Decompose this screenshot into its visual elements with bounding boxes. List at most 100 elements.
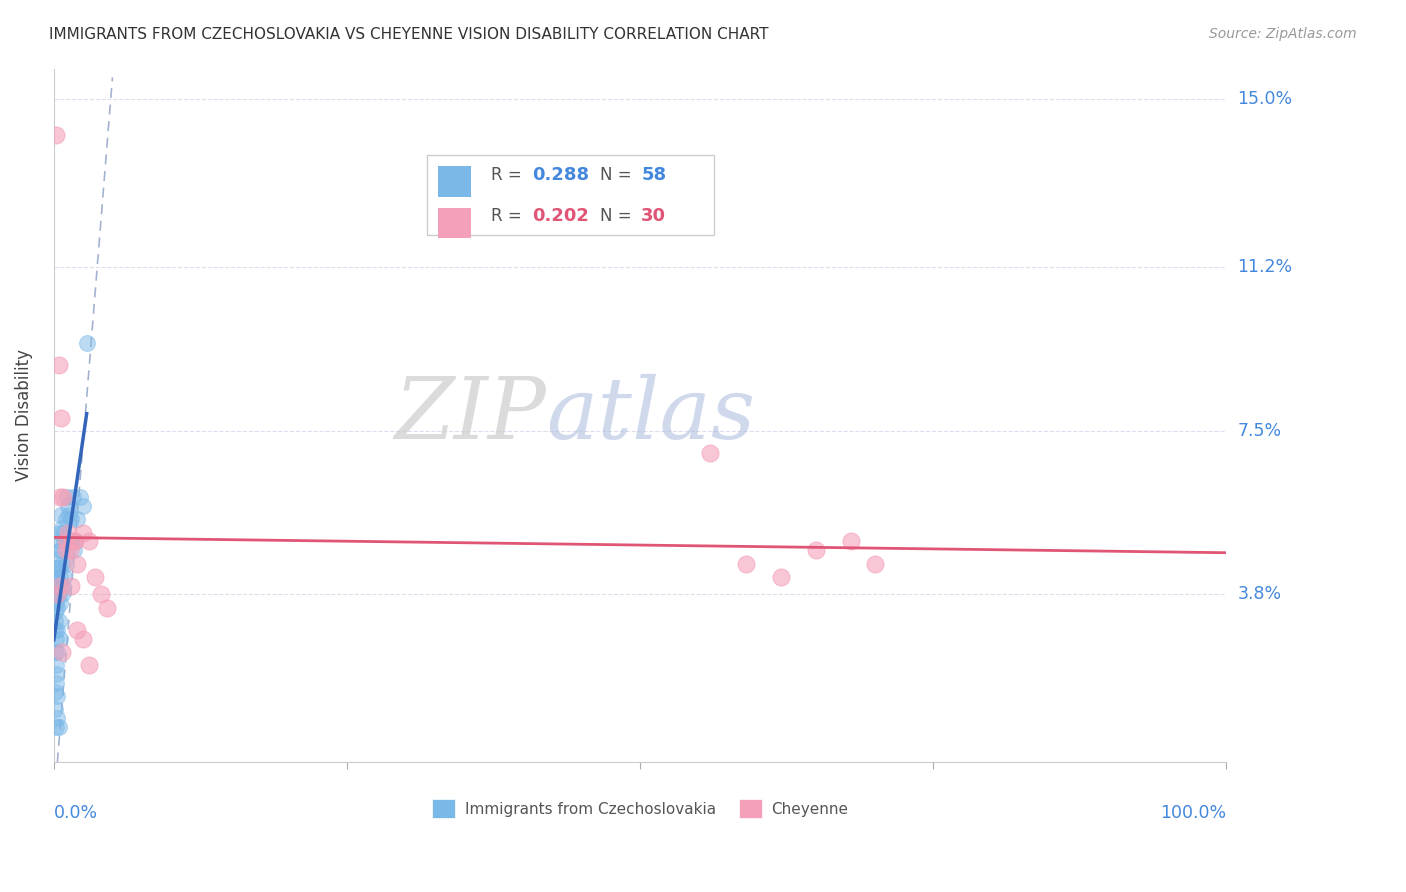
Point: [69, 490, 91, 504]
Point: [60, 512, 83, 526]
Point: [77, 658, 100, 673]
Point: [76, 335, 98, 350]
Point: [83, 570, 105, 584]
Point: [45, 667, 67, 681]
Point: [46, 623, 69, 637]
Point: [77, 534, 100, 549]
Bar: [439, 208, 471, 238]
Point: [52, 525, 75, 540]
Point: [48, 587, 70, 601]
Point: [46, 600, 69, 615]
Point: [48, 561, 70, 575]
Point: [44, 587, 66, 601]
Point: [44, 702, 66, 716]
Legend: Immigrants from Czechoslovakia, Cheyenne: Immigrants from Czechoslovakia, Cheyenne: [426, 793, 853, 824]
Text: 100.0%: 100.0%: [1160, 804, 1226, 822]
Point: [45, 676, 67, 690]
Point: [734, 557, 756, 571]
Point: [45, 658, 67, 673]
Point: [48, 534, 70, 549]
Point: [48, 358, 70, 372]
Point: [45, 561, 67, 575]
Point: [699, 446, 721, 460]
Point: [49, 543, 72, 558]
Point: [55, 490, 77, 504]
Point: [49, 579, 72, 593]
Point: [55, 534, 77, 549]
Point: [56, 525, 79, 540]
Point: [44, 614, 66, 628]
Point: [48, 570, 70, 584]
Point: [63, 534, 86, 549]
Point: [59, 534, 82, 549]
Point: [63, 534, 86, 549]
Point: [62, 534, 84, 549]
Point: [62, 543, 84, 558]
Point: [66, 623, 89, 637]
Point: [46, 711, 69, 725]
Point: [46, 587, 69, 601]
Point: [45, 720, 67, 734]
Bar: [439, 166, 471, 197]
Point: [46, 689, 69, 703]
Point: [60, 579, 83, 593]
Point: [51, 645, 73, 659]
Text: 30: 30: [641, 207, 666, 225]
Point: [48, 525, 70, 540]
Point: [66, 557, 89, 571]
Point: [72, 525, 94, 540]
Point: [72, 499, 94, 513]
Point: [90, 587, 112, 601]
Point: [48, 720, 70, 734]
Text: 58: 58: [641, 166, 666, 184]
Point: [44, 684, 66, 698]
Point: [48, 579, 70, 593]
Point: [53, 534, 76, 549]
Text: 7.5%: 7.5%: [1237, 422, 1282, 440]
Point: [48, 596, 70, 610]
Point: [56, 499, 79, 513]
Point: [55, 512, 77, 526]
Text: IMMIGRANTS FROM CZECHOSLOVAKIA VS CHEYENNE VISION DISABILITY CORRELATION CHART: IMMIGRANTS FROM CZECHOSLOVAKIA VS CHEYEN…: [49, 27, 769, 42]
Point: [45, 587, 67, 601]
Point: [839, 534, 862, 549]
Point: [72, 632, 94, 646]
Text: 3.8%: 3.8%: [1237, 585, 1282, 604]
Point: [46, 570, 69, 584]
Point: [55, 543, 77, 558]
Point: [46, 552, 69, 566]
Text: N =: N =: [600, 166, 637, 184]
Text: 0.0%: 0.0%: [53, 804, 98, 822]
Point: [66, 512, 89, 526]
Text: Source: ZipAtlas.com: Source: ZipAtlas.com: [1209, 27, 1357, 41]
Text: 0.202: 0.202: [533, 207, 589, 225]
Text: 15.0%: 15.0%: [1237, 90, 1292, 109]
Point: [62, 490, 84, 504]
Y-axis label: Vision Disability: Vision Disability: [15, 350, 32, 482]
Text: N =: N =: [600, 207, 637, 225]
Point: [52, 490, 75, 504]
Text: ZIP: ZIP: [395, 374, 547, 457]
Point: [45, 632, 67, 646]
Point: [48, 490, 70, 504]
Text: R =: R =: [491, 207, 527, 225]
Point: [55, 557, 77, 571]
Point: [96, 600, 118, 615]
Point: [49, 508, 72, 522]
Point: [52, 579, 75, 593]
Point: [51, 587, 73, 601]
Point: [45, 596, 67, 610]
Point: [48, 632, 70, 646]
Point: [58, 508, 80, 522]
Point: [48, 614, 70, 628]
Text: atlas: atlas: [547, 374, 755, 457]
Point: [49, 410, 72, 425]
Point: [863, 557, 886, 571]
Text: R =: R =: [491, 166, 527, 184]
Point: [44, 570, 66, 584]
Point: [51, 521, 73, 535]
Point: [53, 570, 76, 584]
Point: [44, 645, 66, 659]
Point: [48, 543, 70, 558]
Point: [45, 579, 67, 593]
